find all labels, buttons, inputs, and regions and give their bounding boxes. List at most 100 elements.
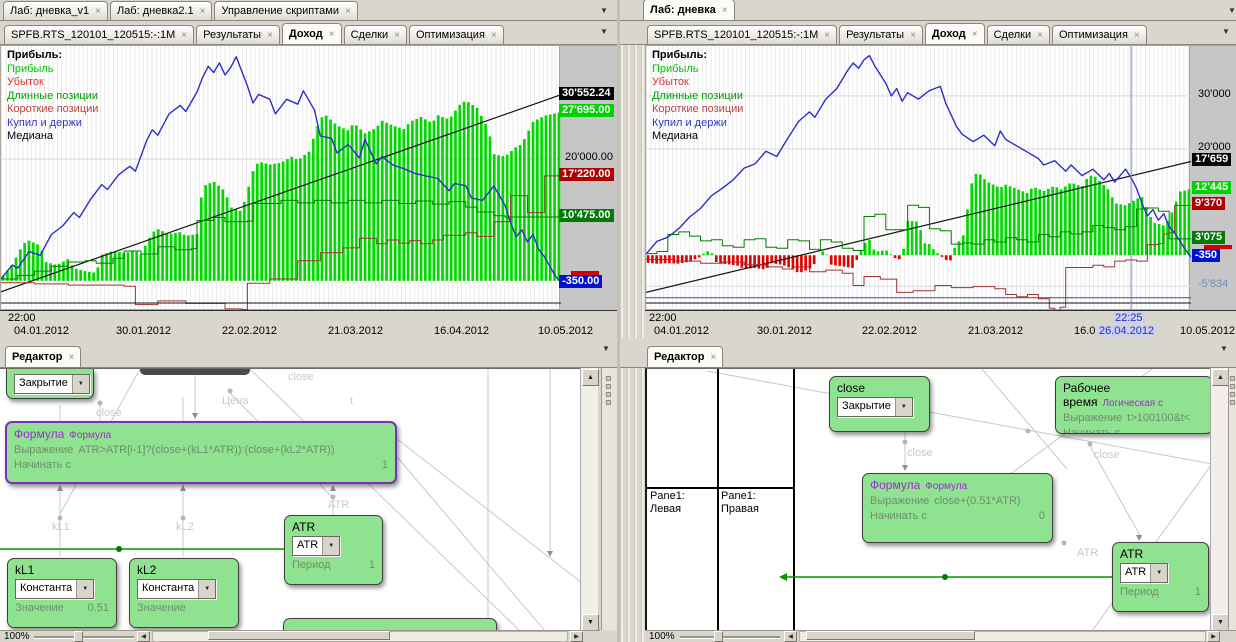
dropdown-arrow-icon[interactable]: ▼ (322, 537, 340, 555)
editor-tabbar: Редактор × ▼ (0, 338, 617, 368)
dropdown-arrow-icon[interactable]: ▼ (71, 375, 89, 393)
vertical-scrollbar[interactable]: ▲ ▼ (580, 368, 599, 631)
tab-editor[interactable]: Редактор × (647, 346, 724, 367)
doc-tab-x-spfb-rts-120101-120515-1m[interactable]: SPFB.RTS_120101_120515:-:1M × (647, 25, 838, 44)
close-icon[interactable]: × (710, 351, 717, 363)
doc-tab-x-spfb-rts-120101-120515-1m[interactable]: SPFB.RTS_120101_120515:-:1M × (4, 25, 195, 44)
scroll-right-button[interactable]: ▶ (1207, 631, 1220, 642)
zoom-level-label: 100% (4, 631, 30, 642)
node-block-x-закрытие[interactable]: Закрытие ▼ (6, 369, 94, 399)
script-editor-canvas[interactable]: close close Цена t ATR kL1 kL2 Закрытие ▼ Формула… (0, 368, 580, 630)
scroll-left-button[interactable]: ◀ (784, 631, 797, 642)
tab-overflow-icon[interactable]: ▼ (1220, 344, 1228, 353)
close-icon[interactable]: × (68, 351, 75, 363)
block-dropdown[interactable]: ATR ▼ (292, 536, 341, 556)
block-param-row: Период 1 (1120, 586, 1201, 598)
scroll-up-button[interactable]: ▲ (582, 369, 599, 386)
panel-left: Лаб: дневка_v1 × Лаб: дневка2.1 × Управление… (0, 0, 618, 642)
node-block-x-close[interactable]: close Закрытие ▼ (829, 376, 930, 432)
param-label: Выражение (870, 495, 930, 507)
panel-splitter[interactable] (617, 0, 620, 642)
scroll-right-button[interactable]: ▶ (570, 631, 583, 642)
node-block-x-atr[interactable]: ATR ATR ▼ Период 1 (1112, 542, 1209, 612)
doc-tab-x-доход[interactable]: Доход × (924, 23, 985, 44)
node-block-x-формула[interactable]: Формула Формула Выражение close+(0.51*ATR) Н… (862, 473, 1053, 543)
close-icon[interactable]: × (95, 5, 101, 17)
grip-dot (1230, 384, 1235, 389)
tab-editor[interactable]: Редактор × (5, 346, 82, 367)
node-block-x-kl1[interactable]: kL1 Константа ▼ Значение 0.51 (7, 558, 117, 628)
block-dropdown[interactable]: Константа ▼ (137, 579, 217, 599)
doc-tab-x-оптимизация[interactable]: Оптимизация × (1051, 25, 1147, 44)
tab-overflow-icon[interactable]: ▼ (600, 6, 608, 15)
price-gutter (1190, 45, 1236, 310)
horizontal-scrollbar-thumb[interactable] (208, 631, 390, 640)
tab-overflow-icon[interactable]: ▼ (1228, 6, 1236, 15)
doc-tab-label: SPFB.RTS_120101_120515:-:1M (11, 29, 176, 41)
dropdown-arrow-icon[interactable]: ▼ (76, 580, 94, 598)
close-icon[interactable]: × (267, 29, 273, 41)
doc-tab-x-сделки[interactable]: Сделки × (986, 25, 1050, 44)
date-axis[interactable]: 22:00 04.01.2012 30.01.2012 22.02.2012 21.03… (645, 310, 1236, 338)
node-block-x-формула[interactable]: Формула Формула Выражение ATR>ATR[i-1]?(clo… (5, 421, 397, 484)
doc-tab-x-результаты[interactable]: Результаты × (839, 25, 923, 44)
close-icon[interactable]: × (1037, 29, 1043, 41)
close-icon[interactable]: × (394, 29, 400, 41)
close-icon[interactable]: × (910, 29, 916, 41)
connection-lines (647, 369, 1210, 630)
dropdown-value: Константа (142, 582, 195, 594)
block-param-row: Значение (137, 602, 231, 614)
tab-overflow-icon[interactable]: ▼ (600, 27, 608, 36)
doc-tabbar: SPFB.RTS_120101_120515:-:1M × Результаты × Д… (0, 21, 617, 45)
scroll-down-button[interactable]: ▼ (582, 614, 599, 631)
scroll-left-button[interactable]: ◀ (137, 631, 150, 642)
doc-tab-x-оптимизация[interactable]: Оптимизация × (408, 25, 504, 44)
legend-item-x-медиана: Медиана (7, 130, 54, 142)
script-editor-canvas[interactable]: Pane1: Левая Pane1: Правая close close ATR clos… (645, 368, 1210, 630)
workspace-tabbar: Лаб: дневка × ▼ (620, 0, 1236, 21)
collapsed-panel-grip[interactable] (1228, 368, 1236, 630)
clipped-green-block[interactable] (283, 618, 497, 630)
tab-overflow-icon[interactable]: ▼ (602, 344, 610, 353)
zoom-slider-thumb[interactable] (714, 631, 723, 642)
scroll-up-button[interactable]: ▲ (1212, 369, 1229, 386)
close-icon[interactable]: × (971, 28, 978, 40)
doc-tab-x-доход[interactable]: Доход × (281, 23, 342, 44)
zoom-slider-thumb[interactable] (74, 631, 83, 642)
close-icon[interactable]: × (721, 4, 728, 16)
node-block-x-kl2[interactable]: kL2 Константа ▼ Значение (129, 558, 239, 628)
close-icon[interactable]: × (824, 29, 831, 41)
close-icon[interactable]: × (1133, 29, 1140, 41)
tab-overflow-icon[interactable]: ▼ (1222, 27, 1230, 36)
workspace-tab-x-лаб-дневка-v1[interactable]: Лаб: дневка_v1 × (3, 1, 108, 20)
doc-tab-label: Доход (288, 28, 323, 40)
horizontal-scrollbar-thumb[interactable] (806, 631, 975, 640)
block-title: Формула (870, 478, 921, 492)
close-icon[interactable]: × (328, 28, 335, 40)
dropdown-arrow-icon[interactable]: ▼ (198, 580, 216, 598)
block-dropdown[interactable]: Константа ▼ (15, 579, 95, 599)
doc-tab-x-сделки[interactable]: Сделки × (343, 25, 407, 44)
price-label: 20'000.00 (565, 151, 613, 163)
scroll-down-button[interactable]: ▼ (1212, 614, 1229, 631)
workspace-tab-x-управление-скриптами[interactable]: Управление скриптами × (214, 1, 358, 20)
dropdown-arrow-icon[interactable]: ▼ (894, 398, 912, 416)
workspace-tab-x-лаб-дневка2-1[interactable]: Лаб: дневка2.1 × (109, 1, 213, 20)
node-block-x-рабочее-время[interactable]: Рабочее время Логическая с Выражение t>1001… (1055, 376, 1210, 434)
node-block-x-atr[interactable]: ATR ATR ▼ Период 1 (284, 515, 383, 585)
close-icon[interactable]: × (344, 5, 351, 17)
block-dropdown[interactable]: Закрытие ▼ (837, 397, 913, 417)
block-dropdown[interactable]: Закрытие ▼ (14, 374, 90, 394)
date-axis[interactable]: 22:00 04.01.2012 30.01.2012 22.02.2012 21.03… (0, 310, 617, 338)
workspace-tab-x-лаб-дневка[interactable]: Лаб: дневка × (643, 0, 735, 20)
vertical-scrollbar[interactable]: ▲ ▼ (1210, 368, 1229, 631)
dropdown-arrow-icon[interactable]: ▼ (1150, 564, 1168, 582)
dropdown-value: ATR (1125, 566, 1147, 578)
close-icon[interactable]: × (490, 29, 497, 41)
block-dropdown[interactable]: ATR ▼ (1120, 563, 1169, 583)
block-param-row: Период 1 (292, 559, 375, 571)
close-icon[interactable]: × (199, 5, 206, 17)
collapsed-panel-grip[interactable] (601, 368, 618, 630)
doc-tab-x-результаты[interactable]: Результаты × (196, 25, 280, 44)
close-icon[interactable]: × (181, 29, 188, 41)
